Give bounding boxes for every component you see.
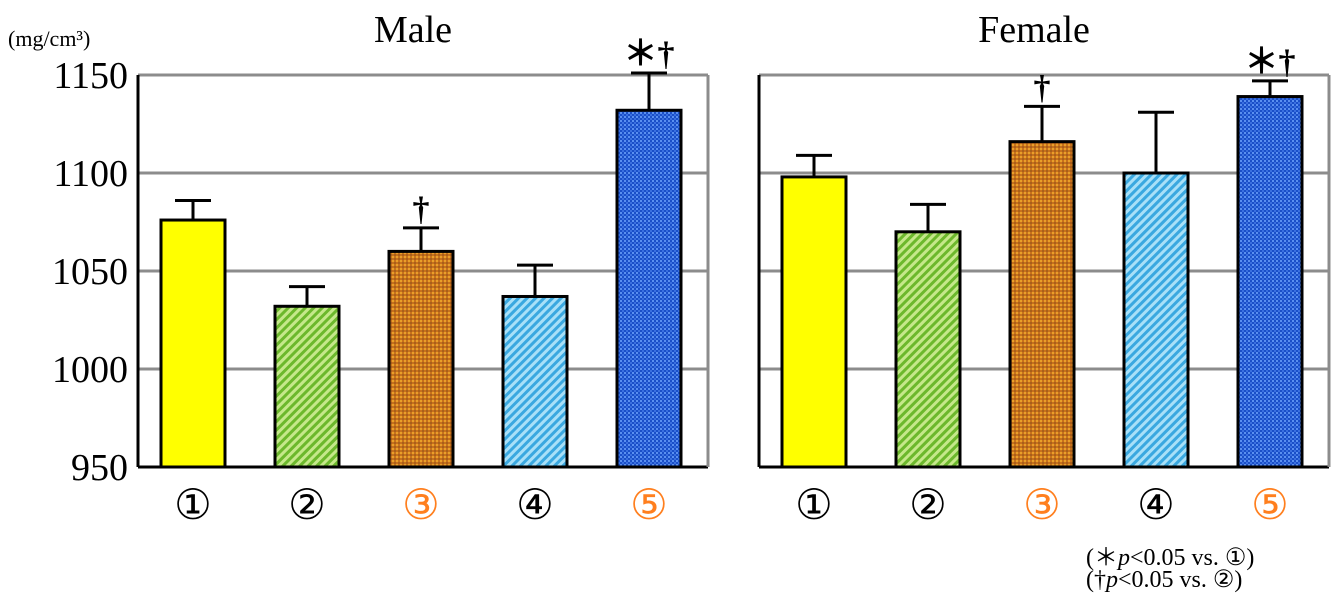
category-label: ④ bbox=[516, 483, 554, 529]
y-tick-label: 1050 bbox=[52, 251, 128, 293]
category-label: ④ bbox=[1137, 483, 1175, 529]
y-tick-label: 1100 bbox=[53, 153, 128, 195]
bar bbox=[273, 304, 341, 469]
bar bbox=[1236, 95, 1304, 469]
panel-1: Female ① ② † ③ ④ ＊† ⑤ bbox=[757, 9, 1331, 529]
y-tick-label: 1150 bbox=[53, 55, 128, 97]
bar bbox=[615, 108, 683, 469]
y-tick-label: 950 bbox=[71, 447, 128, 489]
y-tick-label: 1000 bbox=[52, 349, 128, 391]
panel-title: Male bbox=[374, 9, 452, 51]
category-label: ② bbox=[909, 483, 947, 529]
bar bbox=[780, 175, 848, 469]
footnote-dagger: (†p<0.05 vs. ②) bbox=[1086, 567, 1243, 593]
significance-marker: † bbox=[1034, 69, 1051, 106]
significance-marker: † bbox=[413, 191, 430, 228]
category-label: ① bbox=[795, 483, 833, 529]
panel-title: Female bbox=[978, 9, 1090, 51]
category-label: ③ bbox=[1023, 483, 1061, 529]
y-unit-label: (mg/cm³) bbox=[8, 26, 90, 51]
bar bbox=[387, 249, 455, 469]
bar bbox=[159, 218, 227, 469]
category-label: ⑤ bbox=[630, 483, 668, 529]
footnote-star: (＊p<0.05 vs. ①) bbox=[1086, 545, 1255, 571]
category-label: ⑤ bbox=[1251, 483, 1289, 529]
bar bbox=[1008, 140, 1076, 469]
panel-0: Male 950 1000 1050 1100 1150 ① ② † ③ ④ ＊† ⑤ bbox=[52, 9, 710, 529]
category-label: ② bbox=[288, 483, 326, 529]
significance-marker: ＊† bbox=[624, 36, 675, 73]
bar bbox=[894, 230, 962, 469]
category-label: ③ bbox=[402, 483, 440, 529]
bar bbox=[501, 294, 569, 469]
category-label: ① bbox=[174, 483, 212, 529]
bar bbox=[1122, 171, 1190, 469]
significance-marker: ＊† bbox=[1245, 44, 1296, 81]
